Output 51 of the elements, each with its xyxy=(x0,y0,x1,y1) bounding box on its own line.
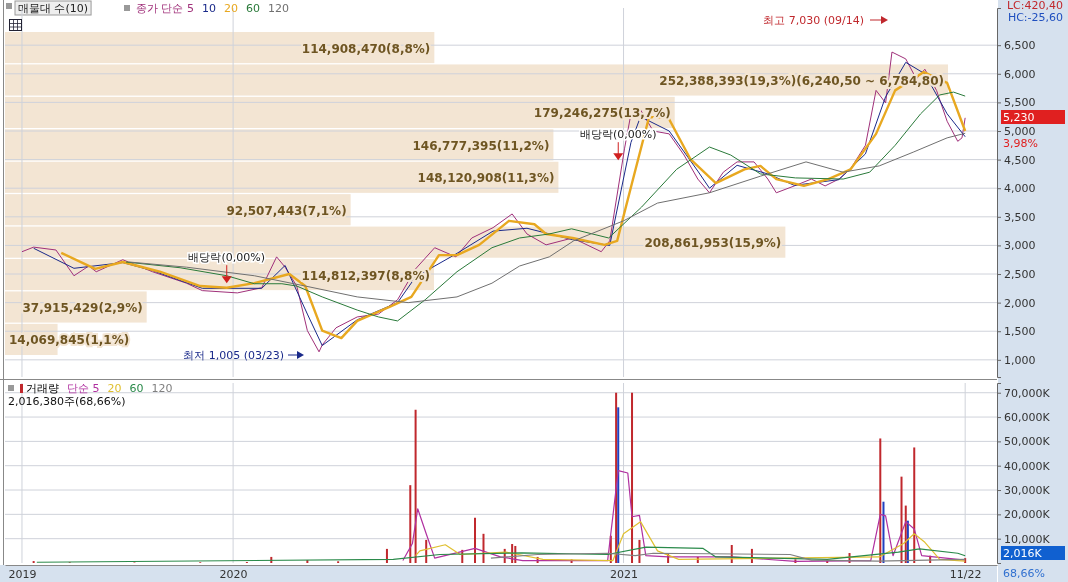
text: 120 xyxy=(151,382,173,395)
x-tick-label: 2021 xyxy=(610,567,639,581)
x-tick-label: 2020 xyxy=(219,567,248,581)
text: 10 xyxy=(202,2,216,15)
annotation: 최고 7,030 (09/14) xyxy=(763,14,864,27)
y-tick-label: 4,500 xyxy=(1004,153,1036,167)
text: 68,66% xyxy=(1003,567,1045,580)
y-tick-label: 60,000K xyxy=(1004,411,1051,425)
y-tick-label: 3,500 xyxy=(1004,210,1036,224)
x-tick-label: 2019 xyxy=(8,567,37,581)
y-tick-label: 20,000K xyxy=(1004,508,1051,522)
y-tick-label: 3,000 xyxy=(1004,239,1036,253)
data-label: 92,507,443(7,1%) xyxy=(226,203,347,218)
y-tick-label: 10,000K xyxy=(1004,532,1051,546)
y-tick-label: 5,500 xyxy=(1004,96,1036,110)
text: 단순 5 xyxy=(67,382,100,395)
text: 종가 단순 5 xyxy=(136,2,194,15)
y-tick-label: 40,000K xyxy=(1004,459,1051,473)
y-tick-label: 6,500 xyxy=(1004,39,1036,53)
y-tick-label: 5,000 xyxy=(1004,125,1036,139)
text: 20 xyxy=(224,2,238,15)
y-tick-label: 1,500 xyxy=(1004,325,1036,339)
text: 3,98% xyxy=(1003,137,1038,150)
data-label: 148,120,908(11,3%) xyxy=(417,171,555,186)
legend-label: 거래량 xyxy=(26,382,59,395)
data-label: 208,861,953(15,9%) xyxy=(644,236,782,251)
annotation: 배당락(0,00%) xyxy=(188,251,266,265)
x-tick-label: 11/22 xyxy=(949,567,982,581)
y-tick-label: 70,000K xyxy=(1004,386,1051,400)
y-tick-label: 4,000 xyxy=(1004,182,1036,196)
y-tick-label: 2,000 xyxy=(1004,296,1036,310)
y-tick-label: 6,000 xyxy=(1004,67,1036,81)
text: 60 xyxy=(246,2,260,15)
y-tick-label: 2,500 xyxy=(1004,268,1036,282)
text: 5,230 xyxy=(1003,111,1035,124)
text: LC:420,40 xyxy=(1006,0,1063,12)
y-tick-label: 30,000K xyxy=(1004,484,1051,498)
data-label: 146,777,395(11,2%) xyxy=(412,138,550,153)
data-label: 37,915,429(2,9%) xyxy=(22,301,143,315)
y-tick-label: 1,000 xyxy=(1004,353,1036,367)
y-tick-label: 50,000K xyxy=(1004,435,1051,449)
text: HC:-25,60 xyxy=(1007,11,1063,24)
text: 20 xyxy=(107,382,122,395)
text: 60 xyxy=(129,382,144,395)
data-label: 14,069,845(1,1%) xyxy=(9,333,130,348)
data-label: 114,908,470(8,8%) xyxy=(301,41,431,56)
text: 120 xyxy=(268,2,289,15)
annotation: 최저 1,005 (03/23) xyxy=(183,349,284,362)
chart-title: 매물대 수(10) xyxy=(18,2,89,15)
text: 2,016K xyxy=(1003,547,1043,560)
annotation: 2,016,380주(68,66%) xyxy=(8,395,126,408)
